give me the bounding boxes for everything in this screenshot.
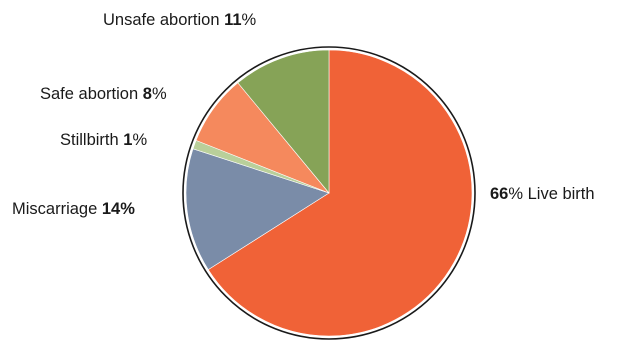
miscarriage-value: 14% <box>101 200 135 218</box>
live-birth-name: Live birth <box>523 185 595 203</box>
safe-abortion-unit: % <box>151 85 167 103</box>
label-stillbirth: Stillbirth 1% <box>60 132 147 149</box>
safe-abortion-name: Safe abortion <box>40 85 143 103</box>
safe-abortion-value: 8 <box>142 85 152 103</box>
stillbirth-value: 1 <box>123 131 133 149</box>
label-unsafe-abortion: Unsafe abortion 11% <box>103 12 256 29</box>
unsafe-abortion-name: Unsafe abortion <box>103 11 225 29</box>
unsafe-abortion-value: 11 <box>224 11 242 29</box>
slice-miscarriage <box>185 148 330 271</box>
slice-live-birth <box>207 49 473 337</box>
unsafe-abortion-unit: % <box>241 11 257 29</box>
slice-unsafe-abortion <box>237 49 330 194</box>
stillbirth-name: Stillbirth <box>60 131 124 149</box>
label-live-birth: 66% Live birth <box>490 186 595 203</box>
miscarriage-name: Miscarriage <box>12 200 102 218</box>
label-miscarriage: Miscarriage 14% <box>12 201 135 218</box>
stillbirth-unit: % <box>132 131 148 149</box>
live-birth-unit: % <box>508 185 524 203</box>
label-safe-abortion: Safe abortion 8% <box>40 86 167 103</box>
live-birth-value: 66 <box>490 185 509 203</box>
